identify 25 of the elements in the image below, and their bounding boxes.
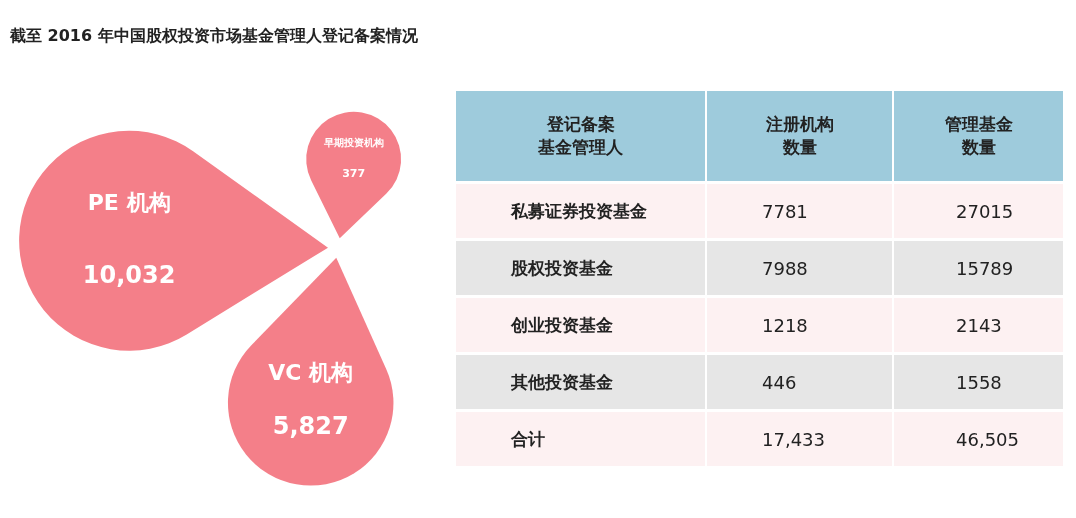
data-label: 1558 [894, 355, 1063, 409]
category-label: 早期投资机构 [322, 136, 384, 148]
data-label: 27015 [894, 184, 1063, 238]
data-label: 446 [707, 355, 894, 409]
data-label: 15789 [894, 241, 1063, 295]
series-label: 注册机构数量 [764, 113, 835, 159]
category-label: 创业投资基金 [456, 298, 707, 352]
text: 登记备案基金管理人 [537, 113, 624, 159]
data-label: 1218 [707, 298, 894, 352]
data-label: 377 [342, 167, 366, 181]
data-label: 10,032 [82, 260, 176, 289]
category-label: 合计 [456, 412, 707, 466]
data-label: 2143 [894, 298, 1063, 352]
data-label: 7781 [707, 184, 894, 238]
data-label: 17,433 [707, 412, 894, 466]
series-label: 管理基金数量 [943, 113, 1014, 159]
category-label: 其他投资基金 [456, 355, 707, 409]
text: 截至 2016 年中国股权投资市场基金管理人登记备案情况 [10, 26, 418, 47]
category-label: PE 机构 [87, 189, 171, 215]
category-label: 私募证券投资基金 [456, 184, 707, 238]
data-label: 7988 [707, 241, 894, 295]
category-label: 股权投资基金 [456, 241, 707, 295]
data-label: 5,827 [272, 412, 349, 441]
category-label: VC 机构 [268, 359, 354, 385]
data-label: 46,505 [894, 412, 1063, 466]
